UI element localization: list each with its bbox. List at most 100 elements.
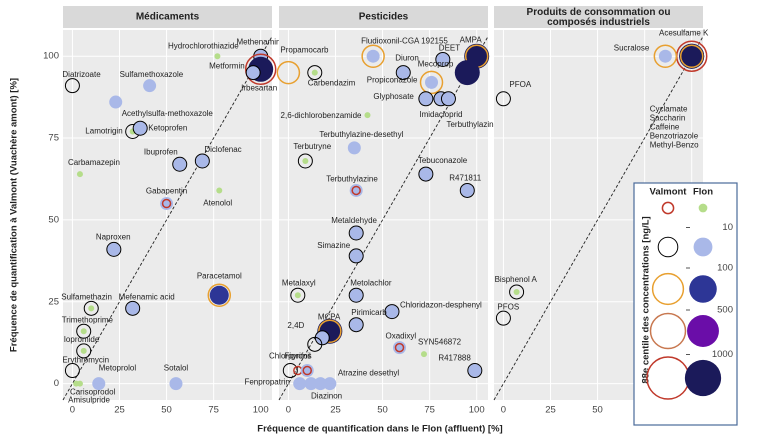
point-label: MCPA <box>318 312 341 321</box>
panel-title: Produits de consommation ou composés indu… <box>527 7 671 28</box>
valmont-point <box>418 91 434 107</box>
legend-ring <box>651 272 685 306</box>
valmont-point <box>440 91 456 107</box>
point-label: Irbesartan <box>241 84 277 93</box>
point-label: Diuron <box>395 54 419 63</box>
valmont-point <box>76 343 92 359</box>
point-label: Sulfamethazin <box>61 292 112 301</box>
x-tick-label: 50 <box>161 405 172 416</box>
x-tick-label: 100 <box>469 405 485 416</box>
flon-point <box>195 154 209 168</box>
x-tick-label: 100 <box>253 405 269 416</box>
y-axis-title: Fréquence de quantification à Valmont (V… <box>9 78 20 352</box>
valmont-point <box>348 287 364 303</box>
point-label: Benzotriazole <box>650 131 699 140</box>
legend-ring <box>649 312 687 350</box>
flon-point <box>302 157 309 164</box>
flon-point <box>169 377 183 391</box>
point-label: Oxadixyl <box>386 332 417 341</box>
x-tick-label: 25 <box>545 405 556 416</box>
x-tick-label: 25 <box>330 405 341 416</box>
point-label: Diatrizoate <box>62 70 101 79</box>
flon-point <box>349 249 363 263</box>
valmont-point <box>348 317 364 333</box>
legend-ring <box>657 236 679 258</box>
valmont-point <box>395 65 411 81</box>
legend-valmont: Valmont <box>650 187 688 198</box>
point-label: Paracetamol <box>197 271 242 280</box>
valmont-point <box>394 342 405 353</box>
point-label: Metformin <box>209 61 245 70</box>
point-label: Gabapentin <box>146 187 187 196</box>
point-label: Simazine <box>317 241 350 250</box>
flon-point <box>396 66 410 80</box>
valmont-point <box>244 53 277 86</box>
flon-point <box>92 377 106 391</box>
flon-point <box>293 377 307 391</box>
flon-point <box>214 53 221 60</box>
flon-point <box>385 305 399 319</box>
valmont-point <box>282 363 298 379</box>
flon-point <box>315 331 329 345</box>
legend: 88e centile des concentrations [ng/L] Va… <box>633 182 738 426</box>
valmont-point <box>418 166 434 182</box>
y-tick-label: 100 <box>43 51 59 62</box>
point-label: Chloridazon-desphenyl <box>400 301 482 310</box>
point-label: Trimethoprime <box>62 315 114 324</box>
point-label: Cyclamate <box>650 104 688 113</box>
valmont-point <box>653 44 678 68</box>
point-label: R417888 <box>438 354 471 363</box>
point-label: Sucralose <box>614 43 650 52</box>
valmont-point <box>467 363 483 379</box>
point-label: Carbendazim <box>308 79 356 88</box>
point-label: Propamocarb <box>280 46 329 55</box>
flon-point <box>143 79 157 93</box>
x-tick-label: 75 <box>208 405 219 416</box>
point-label: Sotalol <box>164 364 189 373</box>
flon-point <box>246 66 260 80</box>
y-tick-label: 50 <box>48 214 59 225</box>
panel-title: Pesticides <box>359 12 409 23</box>
point-label: Ibuprofen <box>144 147 178 156</box>
point-label: Sulfamethoxazole <box>120 70 184 79</box>
valmont-point <box>307 65 323 81</box>
flon-point <box>323 377 337 391</box>
valmont-point <box>297 153 313 169</box>
flon-point <box>173 157 187 171</box>
x-tick-label: 0 <box>70 405 75 416</box>
point-label: Metaldehyde <box>331 216 377 225</box>
point-label: Amisulpride <box>68 396 110 405</box>
valmont-point <box>161 198 172 209</box>
x-tick-label: 75 <box>424 405 435 416</box>
point-label: Mefenamic acid <box>119 292 175 301</box>
point-label: PFOA <box>509 80 531 89</box>
flon-point <box>454 60 480 86</box>
flon-point <box>364 112 371 119</box>
point-label: Atenolol <box>203 199 232 208</box>
valmont-point <box>495 310 511 326</box>
flon-point <box>126 301 140 315</box>
plot-area <box>63 30 272 400</box>
point-label: Saccharin <box>650 113 686 122</box>
point-label: Chlorpyrifos <box>269 352 312 361</box>
x-tick-label: 50 <box>377 405 388 416</box>
point-label: Bisphenol A <box>495 275 538 284</box>
valmont-point <box>106 241 122 257</box>
flon-point <box>658 49 672 63</box>
point-label: SYN546872 <box>418 337 462 346</box>
flon-point <box>460 183 474 197</box>
valmont-point <box>276 60 301 85</box>
flon-point <box>80 347 87 354</box>
point-label: Atrazine desethyl <box>338 369 400 378</box>
valmont-point <box>509 284 525 300</box>
flon-point <box>349 226 363 240</box>
flon-point <box>209 285 229 305</box>
valmont-point <box>361 44 385 68</box>
legend-level: 100 <box>717 263 733 274</box>
y-tick-label: 0 <box>54 378 59 389</box>
point-label: Carbamazepin <box>68 158 120 167</box>
point-label: Lamotrigin <box>85 127 122 136</box>
